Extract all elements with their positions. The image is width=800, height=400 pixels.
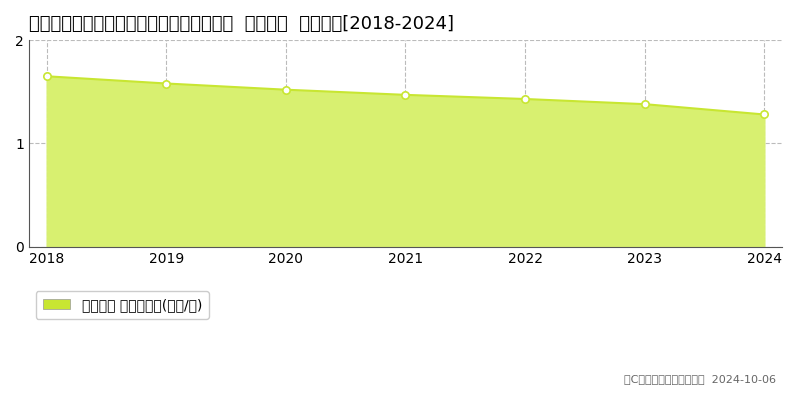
Point: [518, 96, 531, 102]
Legend: 基準地価 平均坪単価(万円/坪): 基準地価 平均坪単価(万円/坪): [36, 291, 209, 319]
Point: [40, 73, 53, 80]
Point: [399, 92, 412, 98]
Point: [160, 80, 173, 87]
Point: [758, 111, 770, 118]
Text: 奈良県吉野郡上北山村大字西原４８５番３  基準地価  地価推移[2018-2024]: 奈良県吉野郡上北山村大字西原４８５番３ 基準地価 地価推移[2018-2024]: [29, 15, 454, 33]
Point: [638, 101, 651, 107]
Text: （C）土地価格ドットコム  2024-10-06: （C）土地価格ドットコム 2024-10-06: [624, 374, 776, 384]
Point: [279, 86, 292, 93]
